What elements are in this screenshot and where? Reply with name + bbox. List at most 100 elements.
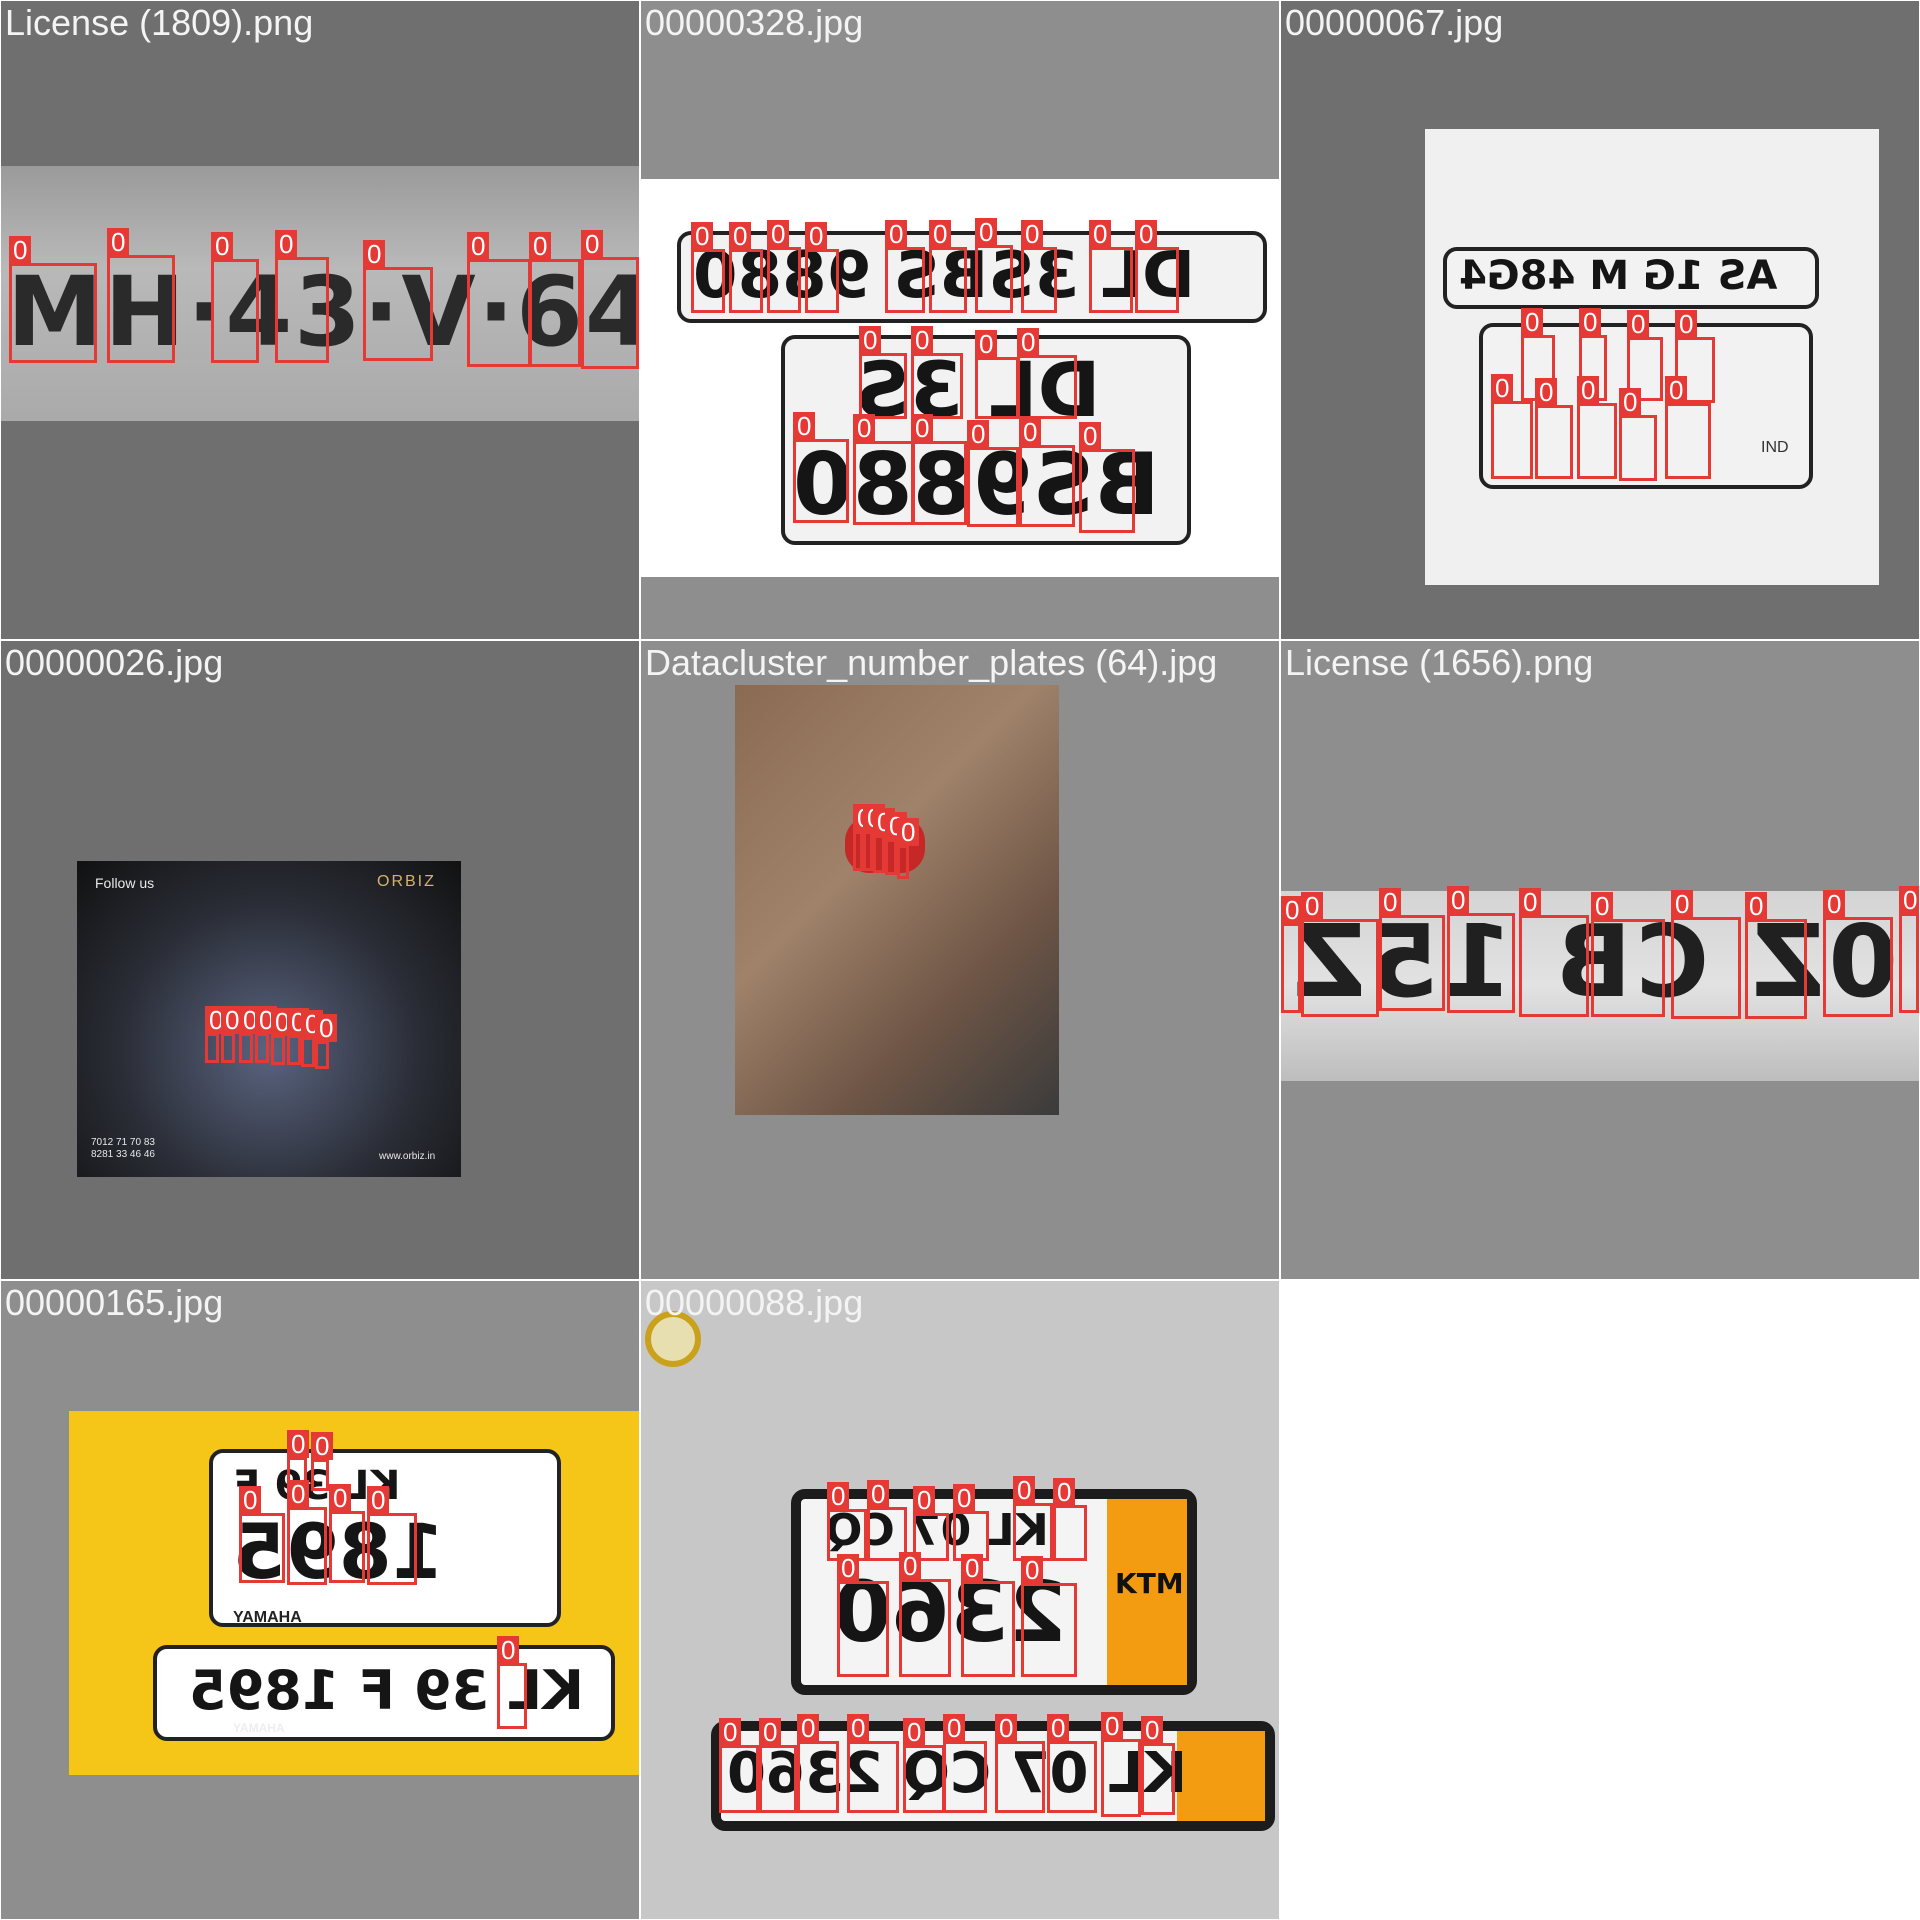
char-box: 0 bbox=[255, 1006, 278, 1063]
char-box: 0 bbox=[911, 326, 963, 419]
tile-caption: License (1656).png bbox=[1285, 642, 1594, 683]
brand-top: YAMAHA bbox=[233, 1609, 302, 1626]
plate-bottom bbox=[1479, 323, 1813, 489]
char-box: 0 bbox=[1591, 892, 1665, 1017]
tile-00000067: AS 1G M 48G4 IND 0 0 0 0 0 0 0 0 0 00000… bbox=[1281, 1, 1919, 639]
tile-license-1809: MH·43·V·645 0 0 0 0 0 0 0 0 License (180… bbox=[1, 1, 639, 639]
char-box: 0 bbox=[1281, 896, 1304, 1013]
char-box: 0 bbox=[287, 1480, 327, 1585]
char-box: 0 bbox=[1017, 328, 1077, 419]
char-box: 0 bbox=[211, 232, 259, 363]
brand-top: KTM bbox=[1115, 1567, 1184, 1600]
char-box: 0 bbox=[867, 1480, 907, 1561]
char-box: 0 bbox=[691, 222, 725, 313]
char-box: 0 bbox=[967, 420, 1019, 527]
brand-panel-top bbox=[1107, 1499, 1187, 1685]
char-box: 0 bbox=[1671, 890, 1741, 1019]
char-box: 0 bbox=[1619, 388, 1657, 481]
char-box: 0 bbox=[827, 1482, 867, 1561]
char-box: 0 bbox=[943, 1714, 987, 1813]
char-box: 0 bbox=[1013, 1476, 1053, 1561]
tile-caption: Datacluster_number_plates (64).jpg bbox=[645, 642, 1218, 683]
char-box: 0 bbox=[913, 1486, 949, 1561]
tile-license-1656: IH 0Z CB 15Z 0 0 0 0 0 0 0 0 0 0 License… bbox=[1281, 641, 1919, 1279]
char-box: 0 bbox=[903, 1718, 945, 1813]
motorcycle-photo bbox=[735, 685, 1059, 1115]
tile-caption: 00000088.jpg bbox=[645, 1282, 864, 1323]
char-box: 0 bbox=[859, 326, 907, 419]
char-box: 0 bbox=[1665, 376, 1711, 479]
tile-datacluster-64: 0 0 0 0 0 Datacluster_number_plates (64)… bbox=[641, 641, 1279, 1279]
char-box: 0 bbox=[329, 1484, 365, 1583]
char-box: 0 bbox=[995, 1714, 1045, 1813]
char-box: 0 bbox=[581, 230, 639, 369]
plate-badge: IND bbox=[1761, 439, 1789, 456]
char-box: 0 bbox=[271, 1008, 294, 1065]
char-box: 0 bbox=[853, 804, 876, 871]
char-box: 0 bbox=[793, 412, 849, 523]
char-box: 0 bbox=[1053, 1478, 1087, 1561]
tile-caption: 00000165.jpg bbox=[5, 1282, 224, 1323]
tile-00000165: KL 39 F 1895 YAMAHA KL 39 F 1895 YAMAHA … bbox=[1, 1281, 639, 1919]
char-box: 0 bbox=[975, 218, 1013, 313]
char-box: 0 bbox=[1745, 892, 1807, 1019]
char-box: 0 bbox=[863, 804, 886, 871]
char-box: 0 bbox=[975, 330, 1019, 419]
char-box: 0 bbox=[1021, 1556, 1077, 1677]
char-box: 0 bbox=[1135, 220, 1179, 313]
char-box: 0 bbox=[767, 220, 801, 313]
website: www.orbiz.in bbox=[379, 1151, 436, 1162]
char-box: 0 bbox=[899, 1552, 951, 1677]
char-box: 0 bbox=[497, 1636, 527, 1729]
char-box: 0 bbox=[1447, 886, 1515, 1013]
watermark-badge-icon bbox=[645, 1311, 701, 1367]
char-box: 0 bbox=[205, 1006, 228, 1063]
char-box: 0 bbox=[853, 414, 915, 525]
char-box: 0 bbox=[1101, 1712, 1141, 1817]
char-box: 0 bbox=[1079, 422, 1135, 533]
tile-caption: 00000328.jpg bbox=[645, 2, 864, 43]
char-box: 0 bbox=[1627, 310, 1663, 401]
plate-photo bbox=[1281, 891, 1919, 1081]
plate-bottom bbox=[153, 1645, 615, 1741]
char-box: 0 bbox=[467, 232, 531, 367]
char-box: 0 bbox=[729, 222, 763, 313]
char-box: 0 bbox=[1047, 1714, 1097, 1813]
brand-panel-bottom bbox=[1177, 1731, 1265, 1821]
char-box: 0 bbox=[929, 220, 967, 313]
char-box: 0 bbox=[759, 1718, 797, 1813]
tile-caption: 00000026.jpg bbox=[5, 642, 224, 683]
phone-2: 8281 33 46 46 bbox=[91, 1149, 155, 1160]
char-box: 0 bbox=[1379, 888, 1445, 1011]
char-box: 0 bbox=[9, 236, 97, 363]
char-box: 0 bbox=[1089, 220, 1133, 313]
char-box: 0 bbox=[961, 1554, 1015, 1677]
brand-bottom: YAMAHA bbox=[233, 1721, 285, 1735]
char-box: 0 bbox=[363, 240, 433, 361]
char-box: 0 bbox=[311, 1432, 334, 1491]
char-box: 0 bbox=[1675, 310, 1715, 403]
char-box: 0 bbox=[239, 1006, 262, 1063]
tile-caption: 00000067.jpg bbox=[1285, 2, 1504, 43]
char-box: 0 bbox=[1577, 376, 1617, 479]
char-box: 0 bbox=[1535, 378, 1573, 479]
char-box: 0 bbox=[719, 1718, 759, 1813]
char-box: 0 bbox=[837, 1554, 889, 1677]
char-box: 0 bbox=[301, 1010, 324, 1067]
char-box: 0 bbox=[873, 808, 896, 873]
char-box: 0 bbox=[287, 1430, 310, 1491]
char-box: 0 bbox=[107, 228, 175, 363]
char-box: 0 bbox=[911, 414, 967, 525]
char-box: 0 bbox=[1141, 1716, 1175, 1815]
char-box: 0 bbox=[315, 1014, 338, 1069]
char-box: 0 bbox=[847, 1714, 899, 1813]
char-box: 0 bbox=[1899, 886, 1919, 1013]
plate-top bbox=[209, 1449, 561, 1627]
char-box: 0 bbox=[1021, 220, 1057, 313]
char-box: 0 bbox=[275, 230, 329, 363]
char-box: 0 bbox=[1019, 418, 1075, 527]
char-box: 0 bbox=[897, 818, 920, 879]
char-box: 0 bbox=[221, 1006, 244, 1063]
char-box: 0 bbox=[1491, 374, 1533, 479]
